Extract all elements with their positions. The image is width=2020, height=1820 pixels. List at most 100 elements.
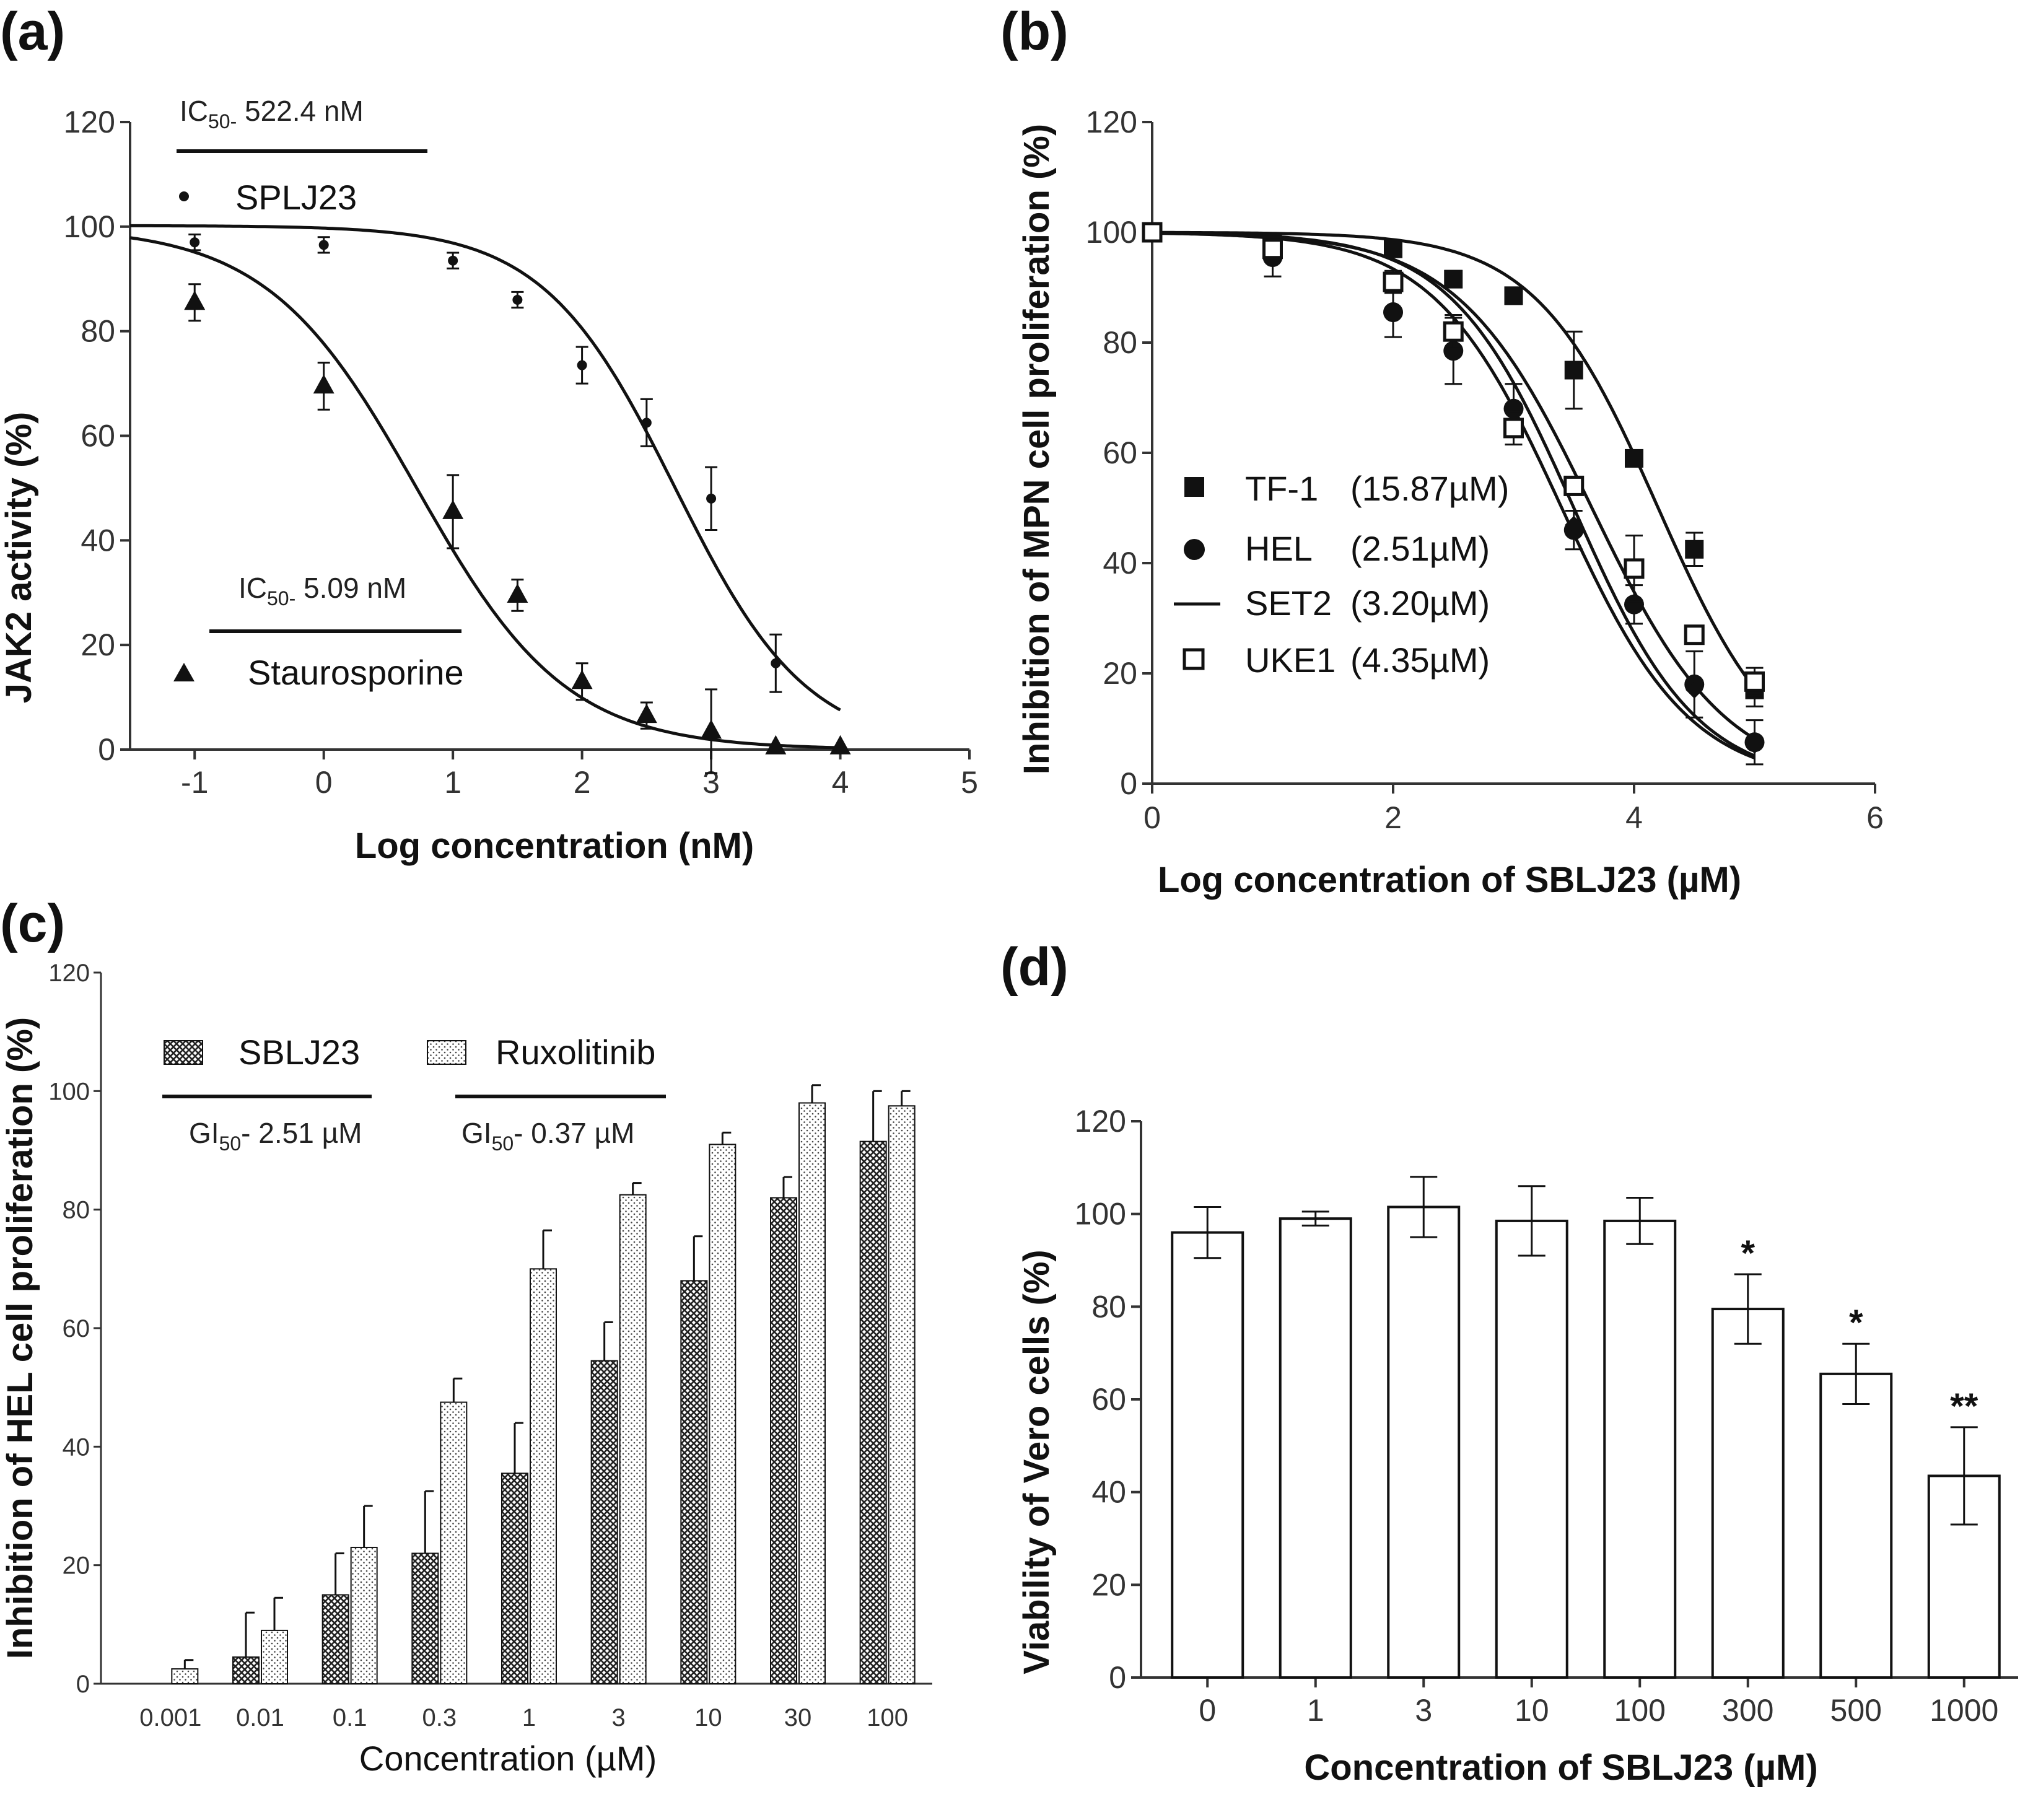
panel-b-data-point <box>1564 361 1583 380</box>
panel-c-x-title: Concentration (µM) <box>359 1739 657 1778</box>
panel-b-x-tick-label: 2 <box>1384 800 1402 835</box>
panel-a-data-point <box>190 237 200 248</box>
panel-b-x-tick-label: 0 <box>1143 800 1161 835</box>
panel-c-gi50-sblj23: GI50- 2.51 µM <box>189 1117 362 1155</box>
panel-c-bar-sblj23 <box>232 1656 260 1684</box>
panel-a-data-point <box>442 499 464 519</box>
panel-b-legend-hel: HEL <box>1245 529 1313 568</box>
panel-a-y-tick-label: 80 <box>81 314 115 349</box>
panel-a-data-point <box>765 735 787 755</box>
panel-d-bar <box>1279 1217 1352 1679</box>
panel-d-x-tick-label: 3 <box>1415 1693 1432 1728</box>
panel-a-x-title: Log concentration (nM) <box>355 826 754 866</box>
panel-a-legend-staurosporine: Staurosporine <box>248 653 464 692</box>
panel-b-data-point <box>1685 540 1704 559</box>
panel-c-gi50-ruxolitinib: GI50- 0.37 µM <box>461 1117 634 1155</box>
panel-b: (b) 0 20 40 60 80 100 120 0 2 4 6 Inhibition of MP… <box>1000 2 1884 900</box>
panel-d-significance-mark: * <box>1741 1233 1755 1274</box>
panel-c-bar-ruxolitinib <box>171 1668 199 1684</box>
panel-d-y-tick-label: 40 <box>1091 1475 1126 1510</box>
panel-b-data-point <box>1443 321 1464 342</box>
panel-c-plot <box>171 1084 916 1685</box>
panel-a-plot <box>129 224 851 774</box>
panel-d-y-tick-label: 60 <box>1091 1382 1126 1417</box>
panel-b-data-point <box>1686 681 1703 699</box>
panel-a-data-point <box>577 360 587 370</box>
panel-b-y-tick-label: 20 <box>1103 656 1137 691</box>
panel-b-data-point <box>1503 418 1524 439</box>
panel-b-legend-tf1: TF-1 <box>1245 469 1318 508</box>
panel-d-bar <box>1495 1219 1568 1679</box>
panel-b-data-point <box>1503 398 1524 419</box>
panel-c-legend-ruxolitinib: Ruxolitinib <box>496 1033 655 1072</box>
panel-c-x-tick-label: 1 <box>522 1704 536 1731</box>
panel-b-data-point <box>1624 558 1645 579</box>
panel-c-bar-ruxolitinib <box>888 1105 916 1684</box>
panel-d-bar <box>1171 1231 1244 1679</box>
panel-c-bar-ruxolitinib <box>709 1144 737 1684</box>
panel-b-data-point <box>1624 594 1644 615</box>
panel-c-legend-sblj23: SBLJ23 <box>238 1033 360 1072</box>
panel-a-y-title: JAK2 activity (%) <box>0 412 39 704</box>
panel-d-significance-mark: ** <box>1950 1386 1978 1427</box>
panel-c-legend-swatch-sblj23 <box>164 1040 203 1065</box>
panel-d-bar <box>1819 1372 1893 1679</box>
panel-a-x-tick-label: 0 <box>315 765 333 800</box>
panel-c-bar-sblj23 <box>680 1280 708 1684</box>
panel-a-data-point <box>512 295 523 305</box>
panel-c-x-tick-label: 0.01 <box>236 1704 284 1731</box>
panel-c-bar-ruxolitinib <box>440 1401 468 1684</box>
panel-d-significance-mark: * <box>1849 1303 1863 1343</box>
panel-b-data-point <box>1565 515 1583 533</box>
panel-a-fit-curve-0 <box>130 224 841 712</box>
panel-a-x-tick-label: 2 <box>574 765 591 800</box>
panel-b-y-tick-label: 120 <box>1086 105 1137 139</box>
panel-c-x-tick-label: 100 <box>867 1704 908 1731</box>
panel-c-bar-sblj23 <box>501 1472 528 1684</box>
panel-c-bar-sblj23 <box>859 1140 887 1684</box>
panel-a-legend-marker-splj23 <box>179 191 189 201</box>
panel-c-bar-sblj23 <box>770 1197 797 1684</box>
panel-c-y-tick-label: 120 <box>48 960 90 987</box>
panel-b-legend-uke1-ic50: (4.35µM) <box>1350 641 1490 680</box>
panel-a-data-point <box>636 704 657 724</box>
panel-d-y-title: Viability of Vero cells (%) <box>1017 1249 1057 1674</box>
panel-a-legend-marker-staurosporine <box>173 663 195 681</box>
panel-a-data-point <box>184 291 206 310</box>
panel-a-x-tick-label: 1 <box>444 765 461 800</box>
panel-a-data-point <box>571 670 593 689</box>
panel-d-x-tick-label: 300 <box>1722 1693 1773 1728</box>
panel-b-label: (b) <box>1000 2 1069 61</box>
panel-b-y-tick-label: 40 <box>1103 546 1137 580</box>
panel-b-data-point <box>1563 475 1585 496</box>
panel-b-x-tick-label: 4 <box>1625 800 1643 835</box>
panel-c-bar-sblj23 <box>321 1594 349 1684</box>
panel-b-legend-tf1-ic50: (15.87µM) <box>1350 469 1509 508</box>
panel-b-y-tick-label: 80 <box>1103 325 1137 360</box>
panel-a-annotation-splj23: IC50- 522.4 nM SPLJ23 <box>177 95 427 217</box>
panel-c-x-tick-label: 3 <box>612 1704 626 1731</box>
panel-a-data-point <box>313 374 334 394</box>
panel-a-data-point <box>318 240 329 250</box>
panel-a-x-tick-label: 5 <box>961 765 978 800</box>
panel-b-data-point <box>1262 238 1283 260</box>
panel-a-data-point <box>771 658 781 668</box>
panel-a-legend-splj23: SPLJ23 <box>235 178 357 217</box>
panel-b-y-tick-label: 100 <box>1086 215 1137 250</box>
panel-a-y-tick-label: 120 <box>64 105 115 139</box>
panel-a-x-tick-label: 4 <box>832 765 849 800</box>
panel-a-y-tick-label: 20 <box>81 628 115 662</box>
panel-d-label: (d) <box>1000 937 1069 997</box>
panel-c-y-tick-label: 40 <box>63 1433 90 1461</box>
panel-c-bar-ruxolitinib <box>619 1194 647 1684</box>
panel-b-plot <box>1142 222 1765 766</box>
panel-a-data-point <box>641 418 652 428</box>
panel-a-y-tick-label: 60 <box>81 419 115 453</box>
panel-b-data-point <box>1504 286 1523 305</box>
panel-d-bar <box>1603 1219 1677 1679</box>
panel-a-y-tick-label: 0 <box>98 732 115 767</box>
